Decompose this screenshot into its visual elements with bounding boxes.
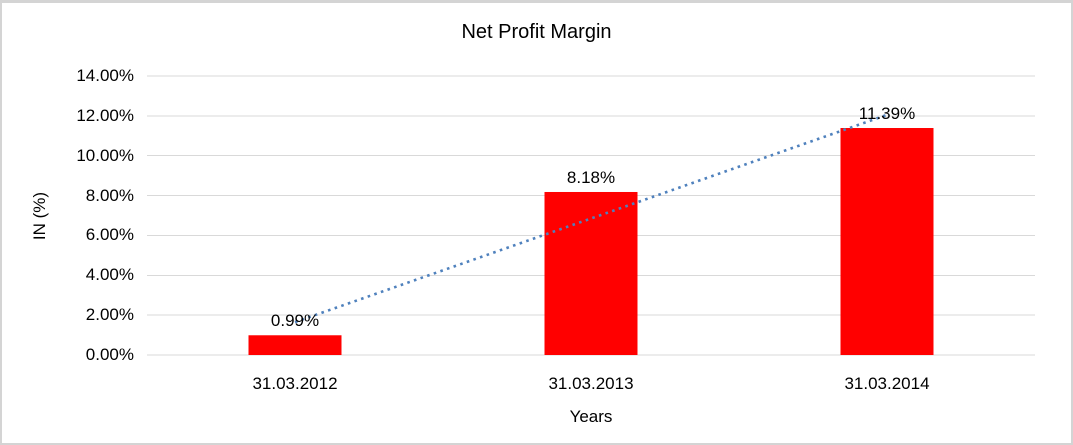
plot-area [147,75,1035,356]
x-axis-category-label: 31.03.2013 [548,374,634,393]
chart-title: Net Profit Margin [461,21,612,43]
y-axis-tick-label: 8.00% [85,185,134,205]
data-label: 0.99% [270,311,320,331]
x-axis-category-label: 31.03.2014 [844,374,930,393]
bar [840,128,934,355]
y-axis-tick-label: 2.00% [85,305,134,325]
y-axis-tick-label: 10.00% [76,145,134,165]
data-label: 11.39% [858,104,916,123]
y-axis-tick-label: 14.00% [76,66,134,85]
y-axis-tick-label: 12.00% [76,105,134,125]
y-axis-tick-label: 6.00% [85,225,134,245]
y-axis-tick-label: 4.00% [85,265,134,285]
bar [248,335,342,355]
bar [544,191,638,355]
x-axis-title: Years [569,407,613,426]
x-axis-category-label: 31.03.2012 [252,374,338,393]
y-axis-tick-label: 0.00% [85,345,134,364]
data-label: 8.18% [566,167,616,187]
